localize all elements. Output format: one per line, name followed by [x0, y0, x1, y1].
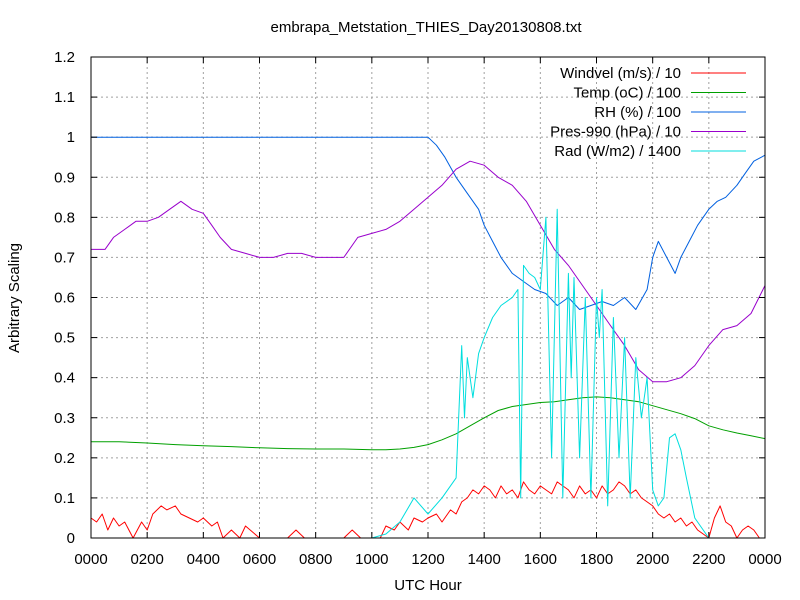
series-layer — [90, 136, 766, 539]
y-tick-label: 0.7 — [54, 249, 75, 266]
x-tick-label: 2200 — [692, 551, 725, 568]
series-line — [91, 396, 766, 451]
x-tick-label: 1200 — [411, 551, 444, 568]
x-tick-label: 0000 — [74, 551, 107, 568]
y-axis-label: Arbitrary Scaling — [6, 243, 23, 353]
legend-label: Pres-990 (hPa) / 10 — [550, 124, 681, 141]
x-tick-label: 1000 — [355, 551, 388, 568]
x-axis-label: UTC Hour — [394, 577, 462, 594]
y-tick-label: 0.8 — [54, 209, 75, 226]
x-tick-label: 0600 — [243, 551, 276, 568]
series-line — [91, 160, 766, 383]
chart-title: embrapa_Metstation_THIES_Day20130808.txt — [270, 19, 582, 36]
y-tick-label: 0.6 — [54, 290, 75, 307]
x-tick-label: 0800 — [299, 551, 332, 568]
x-tick-label: 1800 — [580, 551, 613, 568]
y-tick-label: 0.9 — [54, 169, 75, 186]
x-tick-label: 1600 — [524, 551, 557, 568]
legend-label: Rad (W/m2) / 1400 — [554, 143, 681, 160]
y-tick-label: 0.5 — [54, 330, 75, 347]
y-tick-label: 1.2 — [54, 49, 75, 66]
legend-label: Temp (oC) / 100 — [573, 85, 681, 102]
x-tick-label: 2000 — [636, 551, 669, 568]
series-line — [91, 208, 765, 539]
x-axis: 0000 0200 0400 0600 0800 1000 1200 1400 1600 1800… — [74, 57, 782, 568]
y-tick-label: 0 — [67, 530, 75, 547]
y-tick-label: 1 — [67, 129, 75, 146]
legend-label: Windvel (m/s) / 10 — [560, 65, 681, 82]
x-tick-label: 0200 — [130, 551, 163, 568]
y-tick-label: 1.1 — [54, 89, 75, 106]
y-tick-label: 0.2 — [54, 450, 75, 467]
x-tick-label: 0000 — [748, 551, 781, 568]
series-line — [90, 481, 765, 539]
x-tick-label: 0400 — [187, 551, 220, 568]
legend: Windvel (m/s) / 10 Temp (oC) / 100 RH (%) … — [550, 65, 746, 160]
y-tick-label: 0.1 — [54, 490, 75, 507]
y-tick-label: 0.4 — [54, 370, 75, 387]
series-line — [91, 136, 766, 310]
legend-label: RH (%) / 100 — [594, 104, 681, 121]
y-axis: 0 0.1 0.2 0.3 0.4 0.5 0.6 0.7 0.8 0.9 1 1.1 1.2 — [54, 49, 765, 547]
y-tick-label: 0.3 — [54, 410, 75, 427]
x-tick-label: 1400 — [467, 551, 500, 568]
